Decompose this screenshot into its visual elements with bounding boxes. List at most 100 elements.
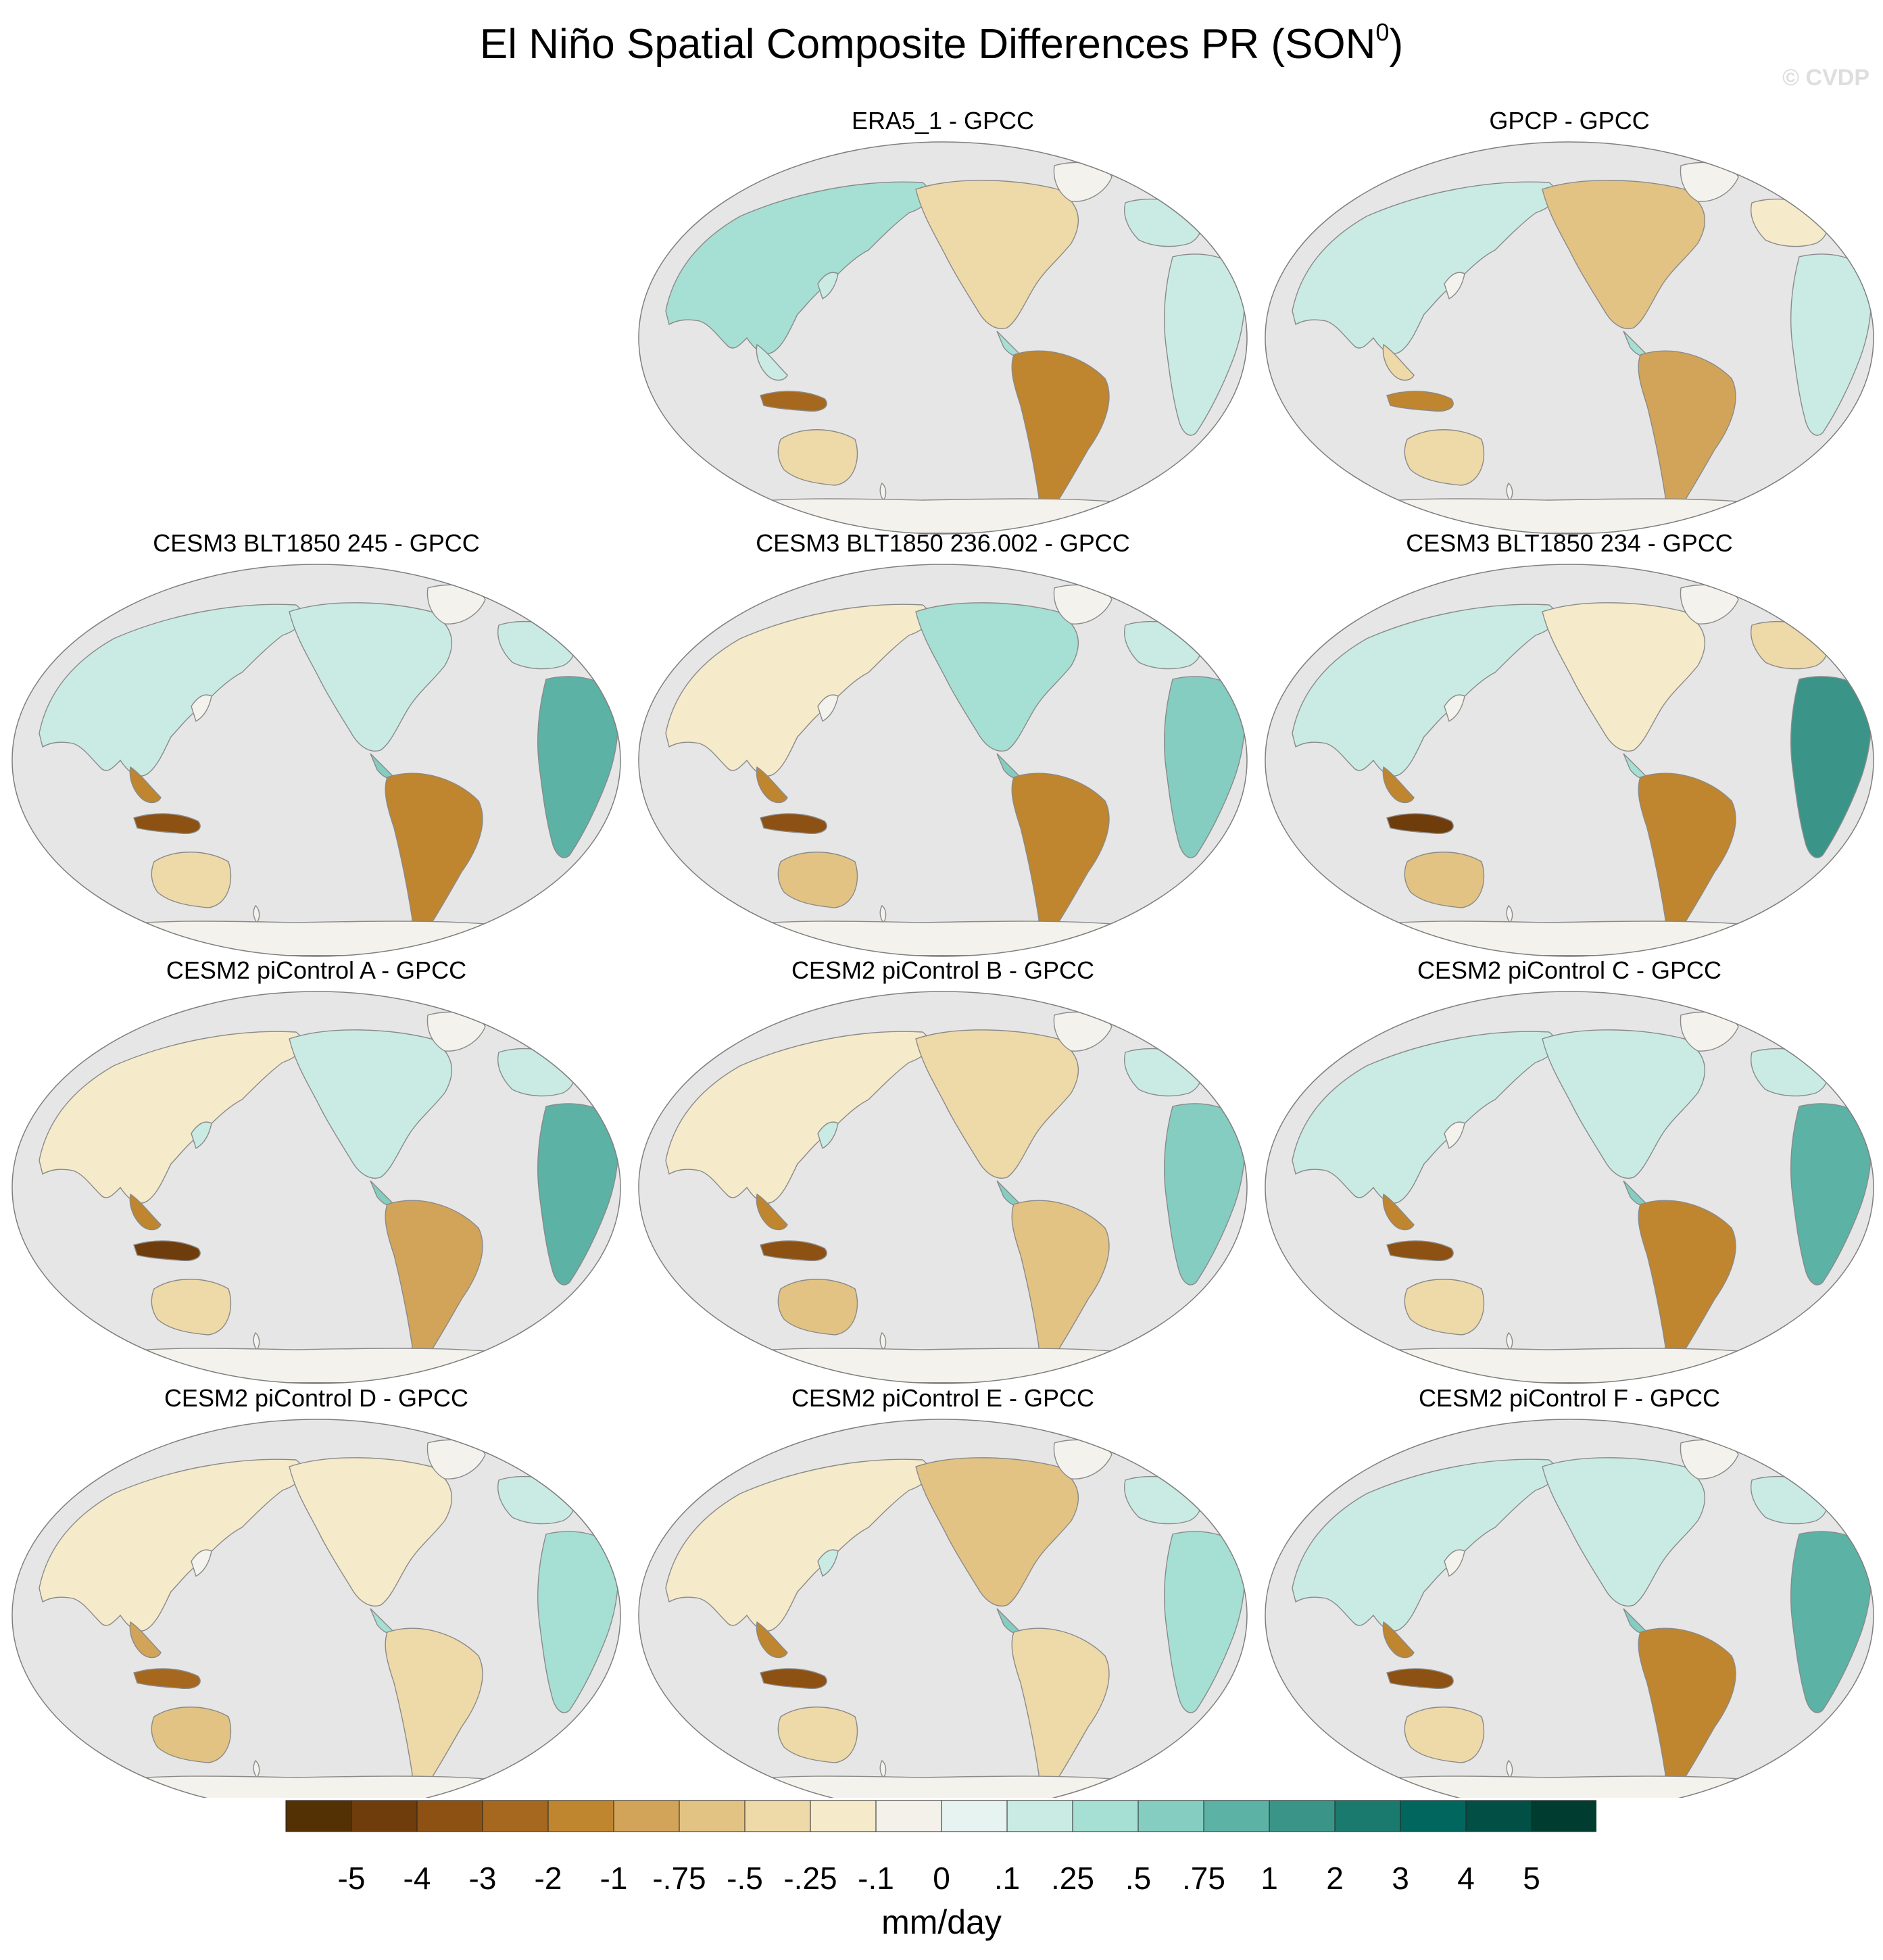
- land-indonesia: [133, 813, 201, 834]
- land-japan: [1444, 694, 1465, 722]
- land-australia: [777, 429, 858, 486]
- land-antarctica: [105, 1348, 501, 1383]
- colorbar-tick-label: -4: [403, 1861, 431, 1896]
- land-africa: [1164, 676, 1246, 858]
- land-seasia: [756, 1193, 788, 1231]
- colorbar-tick-label: .1: [994, 1861, 1021, 1896]
- land-namerica: [1542, 602, 1706, 752]
- colorbar-box: [1138, 1800, 1204, 1832]
- land-namerica: [1542, 1457, 1706, 1607]
- colorbar-tick-label: -.25: [783, 1861, 837, 1896]
- colorbar-box: [810, 1800, 877, 1832]
- panel-title: CESM2 piControl E - GPCC: [791, 1384, 1095, 1412]
- land-seasia: [1382, 1621, 1415, 1659]
- land-namerica: [915, 1029, 1079, 1179]
- land-indonesia: [1386, 1668, 1454, 1689]
- map-outline: [1265, 564, 1874, 957]
- land-africa: [1164, 253, 1246, 436]
- colorbar-tick-label: 5: [1523, 1861, 1540, 1896]
- land-australia: [777, 1707, 858, 1763]
- colorbar-tick-label: -1: [600, 1861, 628, 1896]
- colorbar-box: [941, 1800, 1008, 1832]
- land-namerica: [915, 180, 1079, 329]
- land-japan: [1444, 1121, 1465, 1150]
- colorbar-box: [285, 1800, 352, 1832]
- colorbar-tick-label: .75: [1182, 1861, 1225, 1896]
- colorbar-box: [875, 1800, 942, 1832]
- map-outline: [638, 991, 1248, 1384]
- land-australia: [151, 1707, 232, 1763]
- land-africa: [1164, 1531, 1246, 1713]
- colorbar-tick-label: -.1: [858, 1861, 894, 1896]
- land-africa: [537, 676, 619, 858]
- colorbar: [285, 1800, 1596, 1832]
- panel-title: CESM2 piControl A - GPCC: [166, 956, 467, 984]
- land-indonesia: [760, 1668, 827, 1689]
- land-seasia: [756, 1621, 788, 1659]
- map-panel: [1265, 991, 1874, 1384]
- land-seasia: [129, 766, 162, 804]
- colorbar-box: [547, 1800, 614, 1832]
- map-outline: [1265, 1419, 1874, 1798]
- land-africa: [1790, 253, 1872, 436]
- land-australia: [1404, 1279, 1485, 1336]
- land-antarctica: [1358, 1348, 1754, 1383]
- land-japan: [1444, 1549, 1465, 1577]
- map-panel: [638, 991, 1248, 1384]
- colorbar-tick-label: 3: [1392, 1861, 1409, 1896]
- panel-title: CESM2 piControl B - GPCC: [791, 956, 1095, 984]
- land-namerica: [289, 602, 453, 752]
- land-australia: [777, 852, 858, 908]
- land-namerica: [915, 602, 1079, 752]
- land-japan: [817, 1549, 839, 1577]
- colorbar-box: [744, 1800, 811, 1832]
- colorbar-box: [613, 1800, 680, 1832]
- map-outline: [11, 991, 621, 1384]
- land-antarctica: [731, 1348, 1127, 1383]
- colorbar-box: [679, 1800, 745, 1832]
- map-panel: [1265, 564, 1874, 957]
- land-indonesia: [1386, 1240, 1454, 1261]
- map-panel: [11, 564, 621, 957]
- land-japan: [817, 694, 839, 722]
- panel-title: GPCP - GPCC: [1489, 107, 1650, 134]
- land-namerica: [1542, 1029, 1706, 1179]
- watermark: © CVDP: [1782, 65, 1869, 91]
- land-indonesia: [760, 391, 827, 412]
- land-australia: [151, 1279, 232, 1336]
- map-panel: [638, 564, 1248, 957]
- colorbar-box: [1269, 1800, 1336, 1832]
- land-antarctica: [731, 498, 1127, 534]
- land-japan: [817, 1121, 839, 1150]
- map-panel: [1265, 1419, 1874, 1798]
- land-seasia: [1382, 1193, 1415, 1231]
- page-title: El Niño Spatial Composite Differences PR…: [0, 20, 1883, 68]
- map-outline: [1265, 991, 1874, 1384]
- panel-title: CESM3 BLT1850 245 - GPCC: [153, 529, 480, 557]
- colorbar-box: [1465, 1800, 1532, 1832]
- land-japan: [191, 1121, 212, 1150]
- map-outline: [11, 1419, 621, 1798]
- land-namerica: [289, 1457, 453, 1607]
- colorbar-box: [1072, 1800, 1139, 1832]
- title-close: ): [1389, 21, 1404, 68]
- land-africa: [1164, 1103, 1246, 1285]
- map-outline: [638, 564, 1248, 957]
- land-africa: [537, 1531, 619, 1713]
- panel-title: CESM2 piControl F - GPCC: [1418, 1384, 1721, 1412]
- land-namerica: [289, 1029, 453, 1179]
- land-indonesia: [1386, 391, 1454, 412]
- land-africa: [1790, 1103, 1872, 1285]
- land-australia: [151, 852, 232, 908]
- colorbar-tick-label: -.5: [727, 1861, 763, 1896]
- land-japan: [817, 272, 839, 300]
- colorbar-box: [1006, 1800, 1073, 1832]
- map-panel: [638, 1419, 1248, 1798]
- land-namerica: [915, 1457, 1079, 1607]
- colorbar-box: [351, 1800, 418, 1832]
- land-seasia: [129, 1621, 162, 1659]
- land-indonesia: [133, 1240, 201, 1261]
- land-antarctica: [105, 921, 501, 956]
- title-text: El Niño Spatial Composite Differences PR…: [479, 21, 1376, 68]
- land-japan: [191, 1549, 212, 1577]
